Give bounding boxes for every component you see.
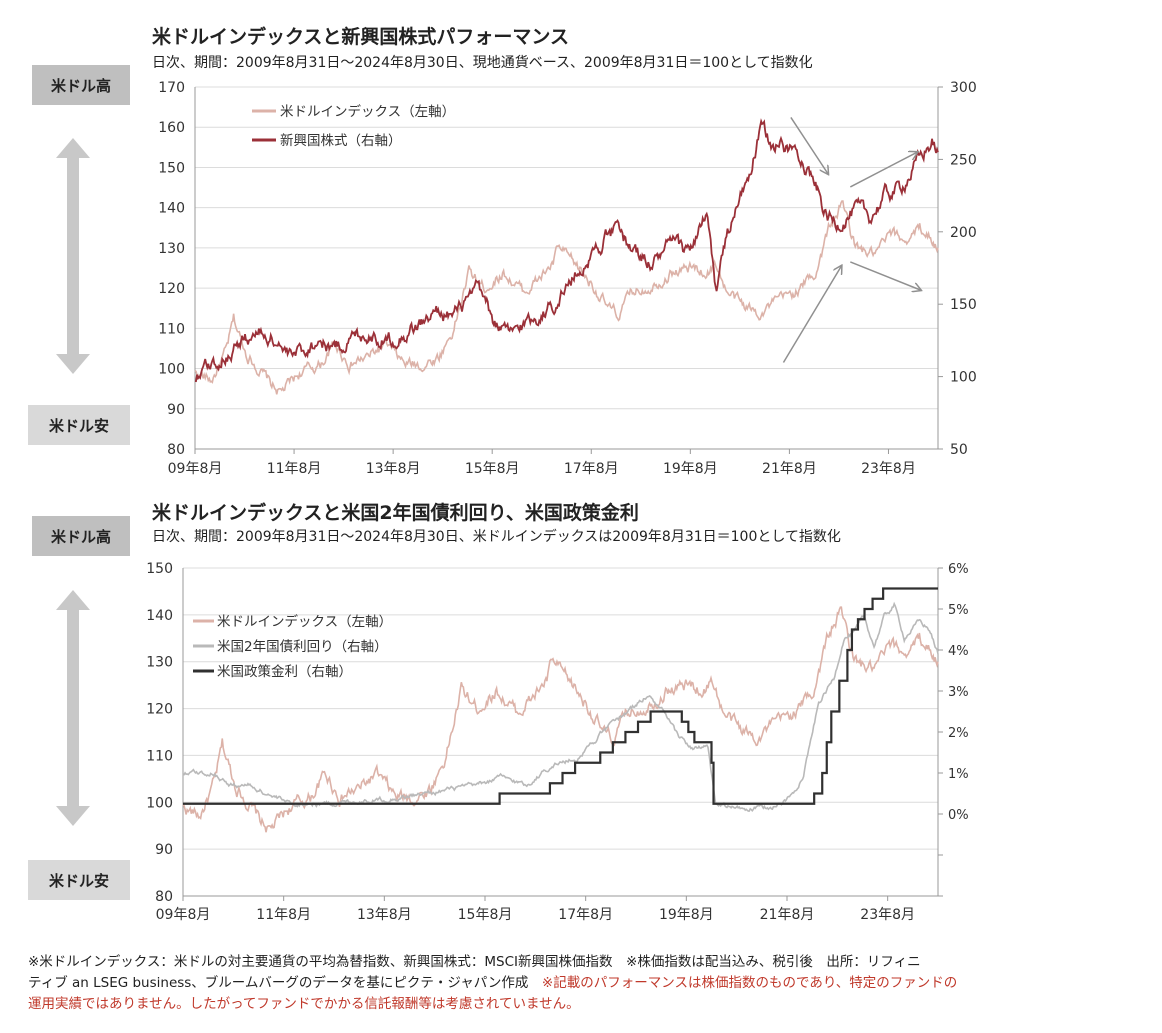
x-tick-label: 09年8月 [168, 461, 223, 477]
y-left-tick-label: 90 [167, 402, 185, 418]
x-tick-label: 23年8月 [860, 907, 915, 923]
y-right-tick-label: 100 [950, 370, 977, 386]
y-right-tick-label: 6% [948, 562, 969, 577]
y-left-tick-label: 110 [158, 321, 185, 337]
y-left-tick-label: 100 [146, 795, 173, 811]
x-tick-label: 11年8月 [267, 461, 322, 477]
y-left-tick-label: 140 [158, 201, 185, 217]
legend-label-em: 新興国株式（右軸） [280, 133, 402, 149]
series-us2y-line [182, 601, 939, 813]
x-tick-label: 11年8月 [256, 907, 311, 923]
em-equity-chart: 80 90 100 110 120 130 140 150 160 170 50 100 150 200 2… [158, 80, 977, 477]
x-tick-label: 17年8月 [564, 461, 619, 477]
x-tick-label: 21年8月 [760, 907, 815, 923]
series-ffr-line [183, 587, 938, 805]
footnote-line-2: ティブ an LSEG business、ブルームバーグのデータを基にピクテ・ジ… [28, 973, 1138, 994]
chart1-subtitle: 日次、期間：2009年8月31日～2024年8月30日、現地通貨ベース、2009… [152, 55, 813, 71]
y-left-tick-label: 150 [146, 561, 173, 577]
chart1-title: 米ドルインデックスと新興国株式パフォーマンス [152, 26, 570, 48]
y-left-tick-label: 130 [146, 655, 173, 671]
series-dxy-line [194, 200, 939, 395]
footnote-disclaimer-1: ※記載のパフォーマンスは株価指数のものであり、特定のファンドの [541, 975, 958, 991]
x-tick-label: 15年8月 [465, 461, 520, 477]
usd-strong-tag-2: 米ドル高 [32, 516, 130, 556]
y-left-tick-label: 100 [158, 362, 185, 378]
y-left-tick-label: 140 [146, 608, 173, 624]
arrow-em-up [849, 152, 917, 188]
y-right-tick-label: 200 [950, 225, 977, 241]
y-right-tick-label: 50 [950, 442, 968, 458]
arrow-dxy-up [782, 266, 841, 363]
y-right-tick-label: 3% [948, 685, 969, 700]
y-right-tick-label: 2% [948, 726, 969, 741]
footnote: ※米ドルインデックス：米ドルの対主要通貨の平均為替指数、新興国株式：MSCI新興… [28, 952, 1138, 1015]
y-right-tick-label: 300 [950, 80, 977, 96]
series-em-line [194, 118, 939, 383]
footnote-source: ティブ an LSEG business、ブルームバーグのデータを基にピクテ・ジ… [28, 975, 529, 991]
legend-label-dxy: 米ドルインデックス（左軸） [280, 103, 455, 120]
footnote-disclaimer-2: 運用実績ではありません。したがってファンドでかかる信託報酬等は考慮されていません… [28, 996, 580, 1012]
y-left-tick-label: 150 [158, 160, 185, 176]
rates-chart: 80 90 100 110 120 130 140 150 0% 1% 2% 3% 4% 5% 6% 09年8… [146, 561, 969, 923]
x-tick-label: 21年8月 [762, 461, 817, 477]
arrow-em-down [790, 116, 828, 173]
y-left-tick-label: 130 [158, 241, 185, 257]
y-right-tick-label: 250 [950, 152, 977, 168]
x-tick-label: 19年8月 [663, 461, 718, 477]
legend-label-ffr: 米国政策金利（右軸） [217, 663, 352, 680]
x-tick-label: 09年8月 [156, 907, 211, 923]
legend-label-us2y: 米国2年国債利回り（右軸） [217, 639, 388, 655]
y-left-tick-label: 120 [158, 281, 185, 297]
x-tick-label: 19年8月 [659, 907, 714, 923]
usd-direction-arrow-2 [56, 590, 90, 826]
usd-strong-tag-1: 米ドル高 [32, 65, 130, 105]
y-left-tick-label: 110 [146, 748, 173, 764]
y-left-tick-label: 120 [146, 702, 173, 718]
y-right-tick-label: 0% [948, 808, 969, 823]
x-tick-label: 15年8月 [458, 907, 513, 923]
y-left-tick-label: 90 [155, 842, 173, 858]
y-right-tick-label: 5% [948, 603, 969, 618]
legend-label-dxy: 米ドルインデックス（左軸） [217, 613, 392, 630]
y-left-tick-label: 80 [155, 889, 173, 905]
usd-weak-tag-2: 米ドル安 [28, 860, 130, 900]
series-dxy-line [182, 606, 939, 833]
usd-weak-tag-1: 米ドル安 [28, 405, 130, 445]
chart2-title: 米ドルインデックスと米国2年国債利回り、米国政策金利 [152, 502, 639, 524]
x-tick-label: 23年8月 [861, 461, 916, 477]
chart2-subtitle: 日次、期間：2009年8月31日～2024年8月30日、米ドルインデックスは20… [152, 529, 841, 545]
x-tick-label: 17年8月 [558, 907, 613, 923]
arrow-dxy-down [850, 261, 920, 290]
usd-direction-arrow-1 [56, 138, 90, 374]
y-right-tick-label: 150 [950, 297, 977, 313]
footnote-line-1: ※米ドルインデックス：米ドルの対主要通貨の平均為替指数、新興国株式：MSCI新興… [28, 954, 921, 970]
x-tick-label: 13年8月 [357, 907, 412, 923]
y-left-tick-label: 160 [158, 120, 185, 136]
y-right-tick-label: 1% [948, 767, 969, 782]
y-right-tick-label: 4% [948, 644, 969, 659]
y-left-tick-label: 170 [158, 80, 185, 96]
y-left-tick-label: 80 [167, 442, 185, 458]
x-tick-label: 13年8月 [366, 461, 421, 477]
